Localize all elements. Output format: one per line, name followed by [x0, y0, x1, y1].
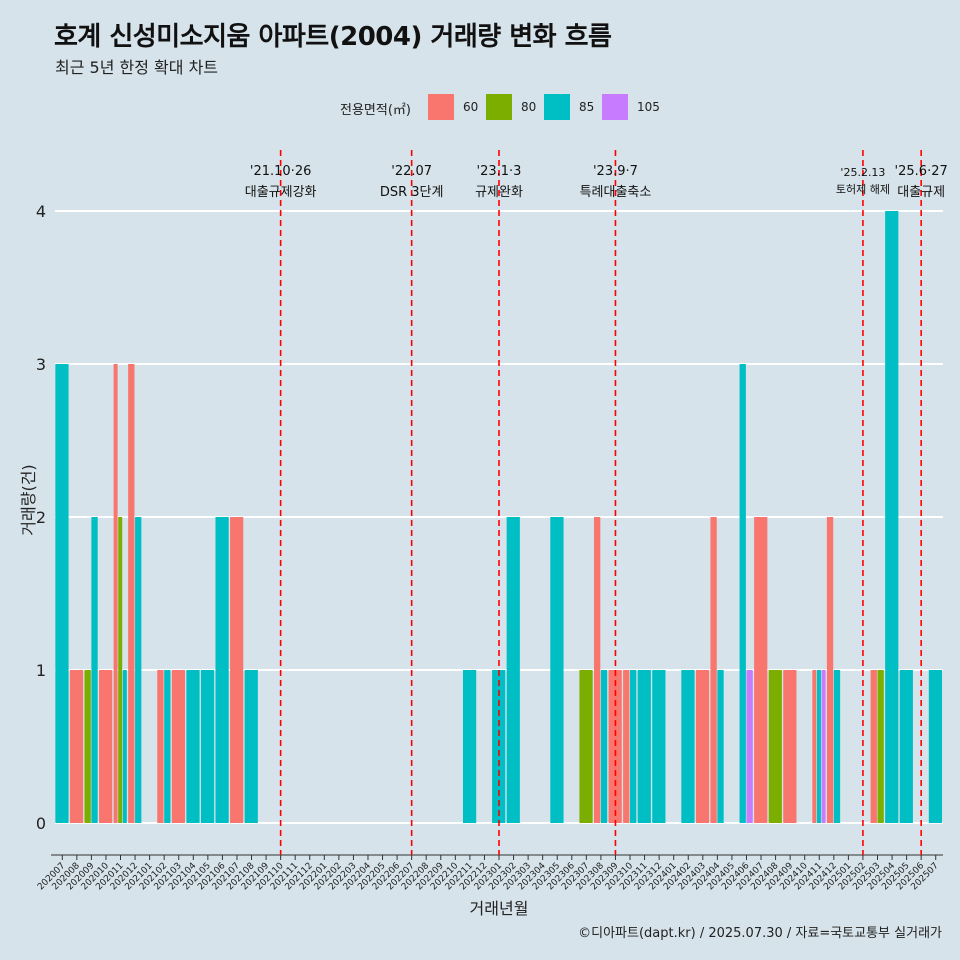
chart-subtitle: 최근 5년 한정 확대 차트 [55, 58, 219, 77]
event-date-label: '25.6·27 [895, 164, 948, 179]
bar-85-202011 [122, 670, 127, 823]
event-label: 대출규제강화 [245, 185, 317, 200]
event-label: 대출규제 [897, 185, 945, 200]
x-axis-title: 거래년월 [470, 899, 529, 918]
bar-85-202102 [164, 670, 171, 823]
bar-85-202412 [833, 670, 841, 823]
chart-title: 호계 신성미소지움 아파트(2004) 거래량 변화 흐름 [54, 22, 612, 52]
bar-105-202406 [746, 670, 753, 823]
bar-60-202403 [695, 670, 710, 823]
bar-85-202106 [215, 517, 229, 823]
y-tick-label: 1 [36, 661, 46, 680]
bar-80-202009 [84, 670, 91, 823]
legend-key-105 [602, 94, 628, 120]
bar-60-202503 [870, 670, 877, 823]
event-label: 특례대출축소 [580, 185, 652, 200]
bar-60-202309 [608, 670, 622, 823]
bar-60-202102 [157, 670, 164, 823]
bar-85-202302 [506, 517, 520, 823]
bar-85-202305 [550, 517, 564, 823]
bar-80-202408 [768, 670, 782, 823]
bar-85-202211 [462, 670, 477, 823]
bar-85-202505 [899, 670, 913, 823]
bar-80-202011 [118, 517, 123, 823]
bar-60-202404 [710, 517, 717, 823]
event-label: DSR 3단계 [380, 185, 444, 200]
bar-60-202107 [230, 517, 244, 823]
legend-label-105: 105 [637, 100, 660, 114]
legend-title: 전용면적(㎡) [340, 103, 411, 118]
bar-85-202105 [200, 670, 215, 823]
bar-85-202402 [681, 670, 695, 823]
legend-label-60: 60 [463, 100, 479, 114]
legend-label-85: 85 [579, 100, 595, 114]
source-caption: ©디아파트(dapt.kr) / 2025.07.30 / 자료=국토교통부 실… [578, 926, 942, 941]
y-tick-label: 0 [36, 814, 46, 833]
y-tick-label: 2 [36, 508, 46, 527]
event-label: 토허제 해제 [836, 182, 890, 196]
bar-85-202507 [928, 670, 943, 823]
bar-60-202010 [99, 670, 113, 823]
event-date-label: '23.9·7 [593, 164, 638, 179]
event-date-label: '23.1·3 [477, 164, 522, 179]
bar-80-202503 [877, 670, 884, 823]
bar-85-202009 [91, 517, 98, 823]
bar-85-202310 [630, 670, 637, 823]
bar-85-202007 [55, 364, 69, 823]
bar-85-202411 [816, 670, 821, 823]
bar-80-202307 [579, 670, 593, 823]
bar-85-202301 [492, 670, 506, 823]
bar-60-202308 [593, 517, 601, 823]
y-axis-title: 거래량(건) [19, 464, 38, 535]
bar-85-202308 [600, 670, 608, 823]
y-tick-label: 4 [36, 202, 46, 221]
bar-60-202103 [171, 670, 186, 823]
legend-label-80: 80 [521, 100, 537, 114]
bar-60-202310 [623, 670, 630, 823]
bar-60-202411 [812, 670, 817, 823]
bar-60-202011 [113, 364, 118, 823]
bar-60-202012 [128, 364, 135, 823]
bar-85-202104 [186, 670, 200, 823]
bar-60-202008 [69, 670, 84, 823]
bar-85-202504 [885, 211, 899, 823]
bar-85-202012 [135, 517, 142, 823]
event-date-label: '22.07 [391, 164, 432, 179]
legend-key-60 [428, 94, 454, 120]
event-label: 규제완화 [475, 185, 523, 200]
event-date-label: '21.10·26 [250, 164, 311, 179]
bar-85-202404 [717, 670, 724, 823]
legend-key-85 [544, 94, 570, 120]
bar-105-202411 [821, 670, 826, 823]
bar-60-202407 [754, 517, 768, 823]
bar-85-202311 [637, 670, 651, 823]
bar-85-202406 [739, 364, 746, 823]
bar-60-202409 [783, 670, 797, 823]
bar-60-202412 [826, 517, 834, 823]
event-date-label: '25.2.13 [840, 166, 885, 179]
legend: 전용면적(㎡) 60 80 85 105 [0, 93, 960, 121]
legend-key-80 [486, 94, 512, 120]
bar-85-202312 [652, 670, 666, 823]
y-tick-label: 3 [36, 355, 46, 374]
bar-85-202108 [244, 670, 258, 823]
